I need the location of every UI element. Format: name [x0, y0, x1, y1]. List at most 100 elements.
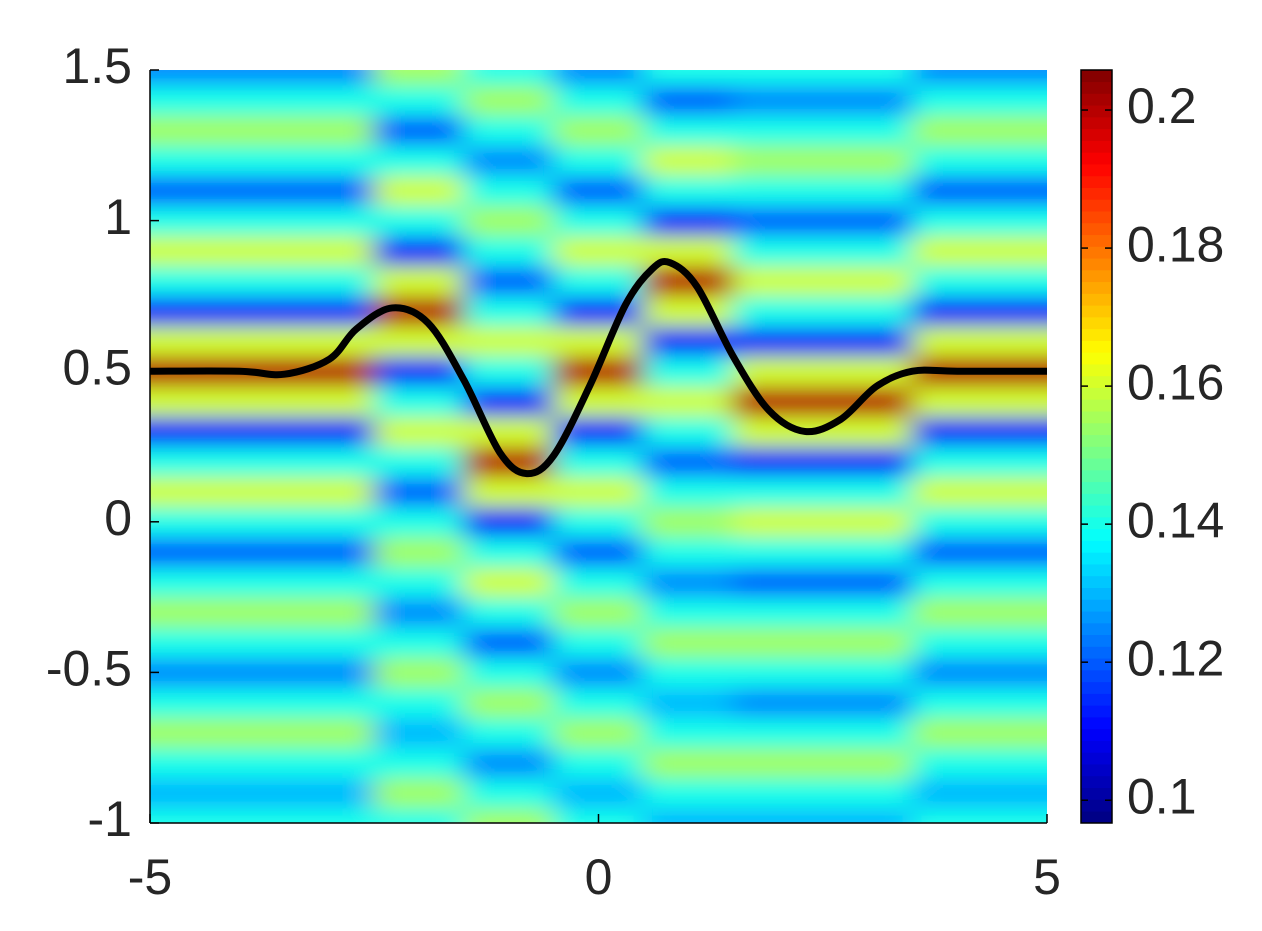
colorbar-swatch	[1081, 681, 1112, 694]
heat-cell	[553, 747, 644, 779]
heat-cell	[732, 235, 824, 267]
colorbar-swatch	[1081, 810, 1112, 824]
heat-cell	[373, 717, 465, 749]
heat-cell	[822, 84, 913, 116]
heat-cell	[822, 656, 913, 688]
heat-cell	[150, 686, 196, 719]
heat-cell	[463, 114, 555, 146]
heat-cell	[911, 325, 1003, 357]
heat-cell	[194, 476, 286, 508]
heat-cell	[150, 596, 196, 628]
heat-cell	[642, 476, 734, 508]
heat-cell	[642, 536, 734, 568]
heat-cell	[194, 325, 286, 357]
heat-cell	[150, 84, 196, 116]
heat-cell	[150, 807, 196, 823]
heat-cell	[284, 566, 375, 598]
heat-cell	[1001, 385, 1047, 417]
heat-cell	[463, 70, 555, 86]
curve-layer	[150, 257, 1047, 478]
heat-cell	[911, 807, 1003, 823]
heat-cell	[284, 205, 375, 237]
heat-cell	[373, 566, 465, 598]
heat-cell	[284, 777, 375, 809]
heat-cell	[732, 325, 824, 357]
heat-cell	[732, 385, 824, 417]
heat-cell	[373, 747, 465, 779]
heat-cell	[911, 174, 1003, 207]
colorbar-swatch	[1081, 540, 1112, 553]
heat-cell	[463, 235, 555, 267]
heat-cell	[373, 536, 465, 568]
colorbar-swatch	[1081, 246, 1112, 259]
heat-cell	[194, 506, 286, 538]
heat-cell	[553, 446, 644, 478]
heat-cell	[373, 114, 465, 146]
colorbar-swatch	[1081, 257, 1112, 271]
heat-cell	[284, 446, 375, 478]
heat-cell	[732, 656, 824, 688]
colorbar-swatch	[1081, 199, 1112, 212]
heat-cell	[732, 566, 824, 598]
heat-cell	[194, 807, 286, 823]
heat-cell	[463, 415, 555, 447]
heat-cell	[194, 446, 286, 478]
heat-cell	[150, 566, 196, 598]
heat-cell	[822, 235, 913, 267]
heat-cell	[822, 686, 913, 719]
heat-cell	[553, 144, 644, 176]
heat-cell	[150, 265, 196, 297]
y-tick-label: 1	[104, 189, 132, 245]
heat-cell	[911, 506, 1003, 538]
y-tick-label: 1.5	[62, 38, 132, 94]
colorbar-swatch	[1081, 434, 1112, 447]
heat-cell	[911, 777, 1003, 809]
heat-cell	[373, 385, 465, 417]
colorbar-tick-label: 0.16	[1127, 354, 1224, 410]
heat-cell	[553, 84, 644, 116]
heat-cell	[642, 205, 734, 237]
heat-cell	[642, 777, 734, 809]
heat-cell	[732, 717, 824, 749]
heat-cell	[1001, 325, 1047, 357]
heat-cell	[194, 626, 286, 658]
heat-cell	[284, 626, 375, 658]
heat-cell	[642, 656, 734, 688]
heat-cell	[1001, 84, 1047, 116]
heat-cell	[463, 777, 555, 809]
heat-cell	[732, 506, 824, 538]
heat-cell	[911, 265, 1003, 297]
colorbar-swatch	[1081, 775, 1112, 789]
heat-cell	[284, 807, 375, 823]
heat-cell	[284, 747, 375, 779]
heat-cell	[822, 626, 913, 658]
colorbar-swatch	[1081, 328, 1112, 341]
heat-cell	[1001, 144, 1047, 176]
heat-cell	[911, 476, 1003, 508]
colorbar-swatch	[1081, 104, 1112, 118]
heat-cell	[911, 205, 1003, 237]
x-tick-label: 0	[585, 849, 613, 905]
heat-cell	[822, 777, 913, 809]
heat-cell	[553, 656, 644, 688]
heat-cell	[1001, 536, 1047, 568]
heat-cell	[284, 506, 375, 538]
heat-cell	[194, 566, 286, 598]
heat-cell	[463, 144, 555, 176]
heat-cell	[822, 114, 913, 146]
colorbar-tick-label: 0.14	[1127, 492, 1224, 548]
heat-cell	[284, 70, 375, 86]
heat-cell	[732, 686, 824, 719]
heat-cell	[150, 235, 196, 267]
heat-cell	[642, 747, 734, 779]
heat-cell	[1001, 295, 1047, 327]
heat-cell	[373, 265, 465, 297]
heat-cell	[194, 235, 286, 267]
heat-cell	[150, 325, 196, 357]
heat-cell	[194, 265, 286, 297]
colorbar-swatch	[1081, 587, 1112, 600]
heat-cell	[732, 777, 824, 809]
heat-cell	[150, 415, 196, 447]
heat-cell	[642, 686, 734, 719]
heat-cell	[463, 84, 555, 116]
